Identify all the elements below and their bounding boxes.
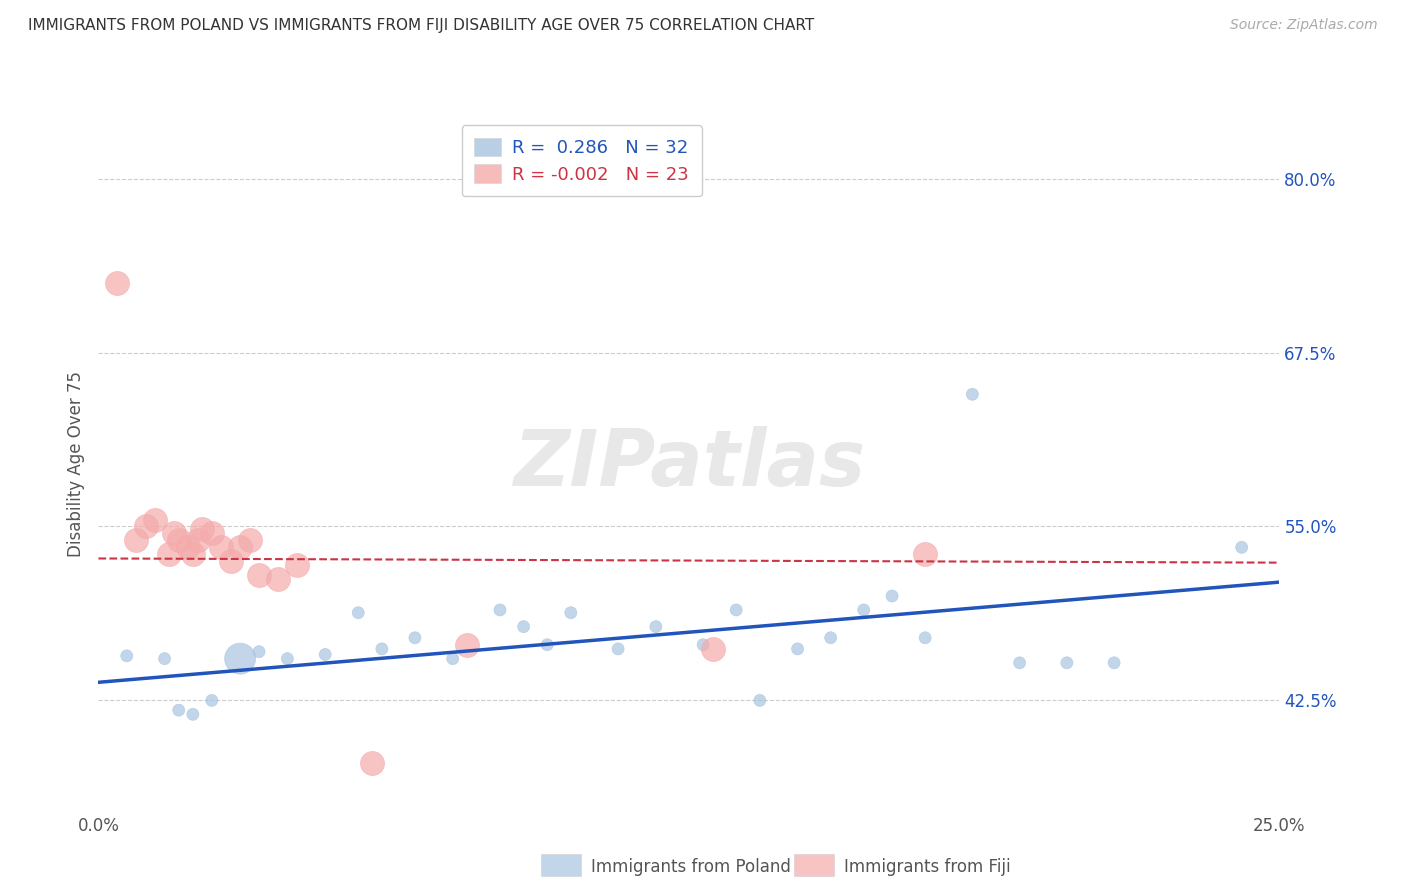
Point: [371, 641, 394, 656]
Point: [247, 645, 270, 659]
Point: [512, 620, 534, 634]
Point: [914, 547, 936, 561]
Text: ZIPatlas: ZIPatlas: [513, 425, 865, 502]
Point: [1102, 656, 1125, 670]
Point: [404, 631, 426, 645]
Point: [276, 651, 298, 665]
Point: [1008, 656, 1031, 670]
Point: [229, 541, 252, 555]
Point: [285, 558, 308, 573]
Point: [209, 541, 232, 555]
Point: [914, 631, 936, 645]
Text: IMMIGRANTS FROM POLAND VS IMMIGRANTS FROM FIJI DISABILITY AGE OVER 75 CORRELATIO: IMMIGRANTS FROM POLAND VS IMMIGRANTS FRO…: [28, 18, 814, 33]
Point: [247, 568, 270, 582]
Point: [187, 533, 209, 548]
Point: [1230, 541, 1253, 555]
Point: [489, 603, 512, 617]
Point: [852, 603, 875, 617]
Point: [157, 547, 180, 561]
Text: Immigrants from Fiji: Immigrants from Fiji: [844, 858, 1011, 876]
Point: [239, 533, 262, 548]
Point: [536, 638, 558, 652]
Point: [143, 512, 166, 526]
Text: Immigrants from Poland: Immigrants from Poland: [591, 858, 790, 876]
Text: Source: ZipAtlas.com: Source: ZipAtlas.com: [1230, 18, 1378, 32]
Point: [115, 648, 138, 663]
Point: [167, 703, 190, 717]
Point: [219, 554, 242, 568]
Point: [820, 631, 842, 645]
Point: [607, 641, 630, 656]
Point: [201, 526, 224, 541]
Point: [105, 276, 128, 290]
Y-axis label: Disability Age Over 75: Disability Age Over 75: [66, 371, 84, 557]
Point: [167, 533, 190, 548]
Point: [361, 756, 384, 770]
Point: [560, 606, 582, 620]
Point: [181, 707, 204, 722]
Point: [125, 533, 148, 548]
Point: [692, 638, 714, 652]
Point: [181, 547, 204, 561]
Point: [962, 387, 984, 401]
Point: [347, 606, 370, 620]
Point: [163, 526, 186, 541]
Point: [135, 519, 157, 533]
Point: [314, 648, 336, 662]
Point: [229, 651, 252, 665]
Point: [748, 693, 770, 707]
Legend: R =  0.286   N = 32, R = -0.002   N = 23: R = 0.286 N = 32, R = -0.002 N = 23: [461, 125, 702, 196]
Point: [725, 603, 748, 617]
Point: [177, 541, 200, 555]
Point: [153, 651, 176, 665]
Point: [644, 620, 666, 634]
Point: [441, 651, 464, 665]
Point: [702, 641, 724, 656]
Point: [201, 693, 224, 707]
Point: [786, 641, 808, 656]
Point: [1056, 656, 1078, 670]
Point: [191, 522, 214, 536]
Point: [267, 572, 290, 586]
Point: [456, 638, 478, 652]
Point: [880, 589, 903, 603]
